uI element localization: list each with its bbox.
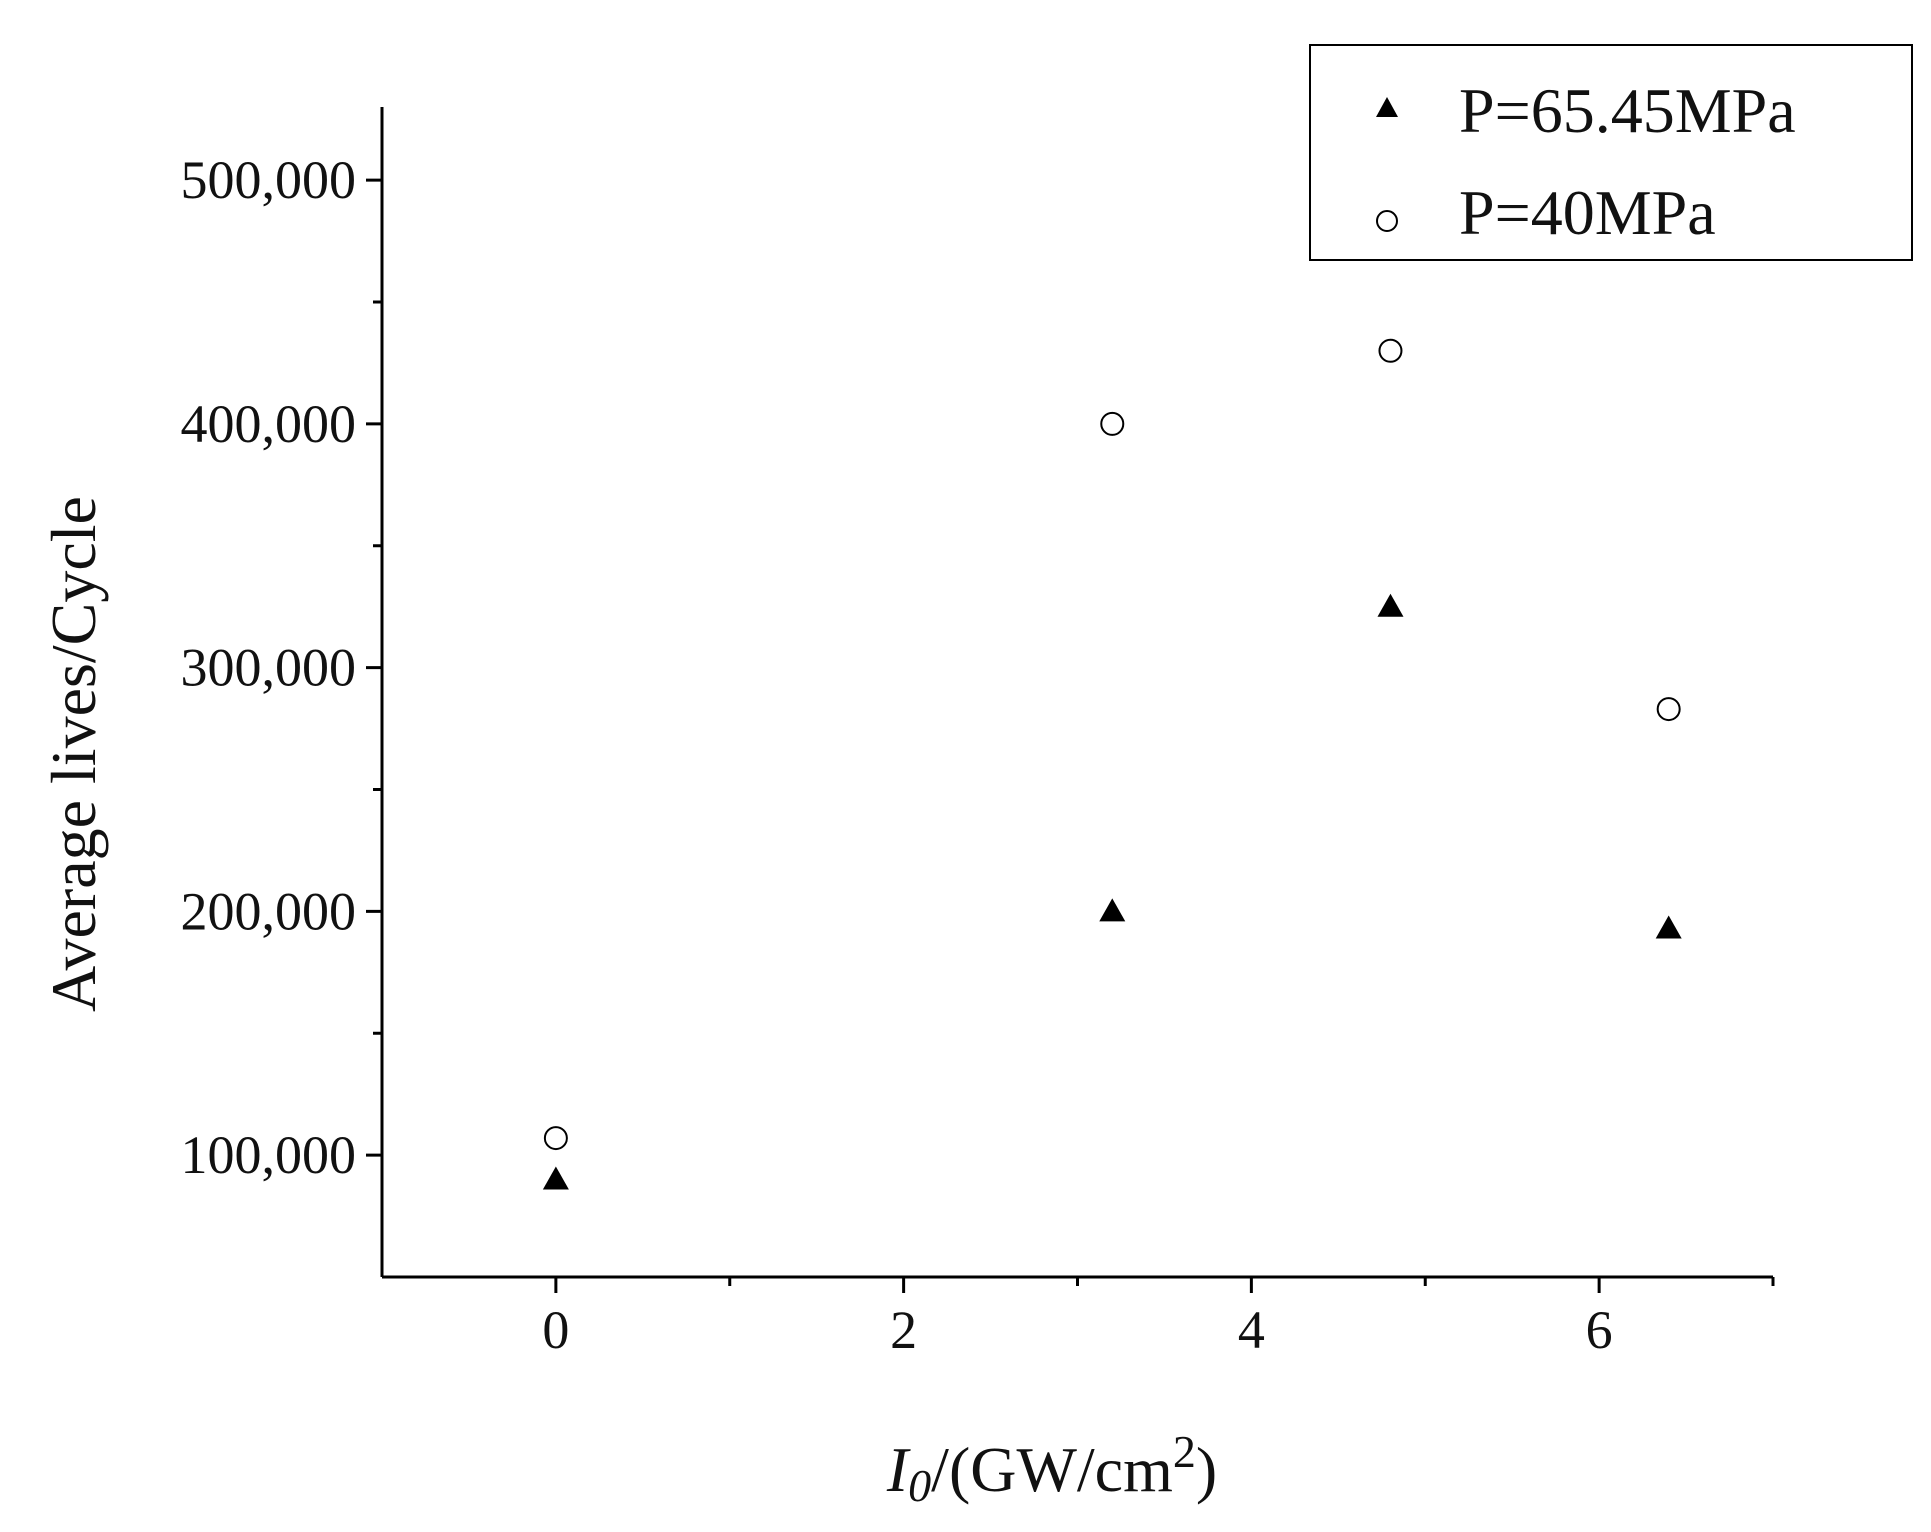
triangle-point: [1377, 593, 1404, 617]
legend-marker-p40: [1376, 210, 1398, 232]
y-tick-label: 100,000: [181, 1125, 357, 1185]
data-points: [542, 338, 1682, 1190]
x-tick-label: 4: [1238, 1300, 1265, 1360]
triangle-point: [542, 1166, 569, 1190]
legend-label-p65: P=65.45MPa: [1459, 75, 1796, 146]
triangle-point: [1099, 898, 1126, 922]
triangle-point: [1655, 915, 1682, 939]
y-tick-label: 300,000: [181, 638, 357, 698]
x-axis-title-subscript: 0: [908, 1460, 931, 1511]
legend: P=65.45MPa P=40MPa: [1309, 44, 1913, 261]
circle-point: [1656, 697, 1681, 722]
x-axis-title-unit: /(GW/cm: [931, 1434, 1173, 1505]
x-tick-label: 2: [890, 1300, 917, 1360]
axes: [380, 107, 1773, 1279]
circle-point: [543, 1126, 568, 1151]
x-axis-title: I0/(GW/cm2): [886, 1426, 1217, 1511]
y-tick-label: 200,000: [181, 881, 357, 941]
y-axis-title: Average lives/Cycle: [38, 496, 109, 1012]
y-tick-label: 400,000: [181, 394, 357, 454]
y-axis-ticks: 100,000 200,000 300,000 400,000 500,000: [181, 150, 382, 1185]
legend-marker-p65: [1376, 97, 1398, 117]
circle-point: [1378, 338, 1403, 363]
x-tick-label: 6: [1586, 1300, 1613, 1360]
x-axis-title-superscript: 2: [1173, 1426, 1196, 1477]
x-axis-title-close: ): [1196, 1434, 1217, 1505]
x-tick-label: 0: [542, 1300, 569, 1360]
x-axis-title-variable: I: [886, 1434, 911, 1505]
circle-point: [1100, 411, 1125, 436]
legend-box: [1309, 44, 1913, 261]
x-axis-ticks: 0 2 4 6: [542, 1277, 1775, 1360]
legend-label-p40: P=40MPa: [1459, 177, 1716, 248]
y-tick-label: 500,000: [181, 150, 357, 210]
